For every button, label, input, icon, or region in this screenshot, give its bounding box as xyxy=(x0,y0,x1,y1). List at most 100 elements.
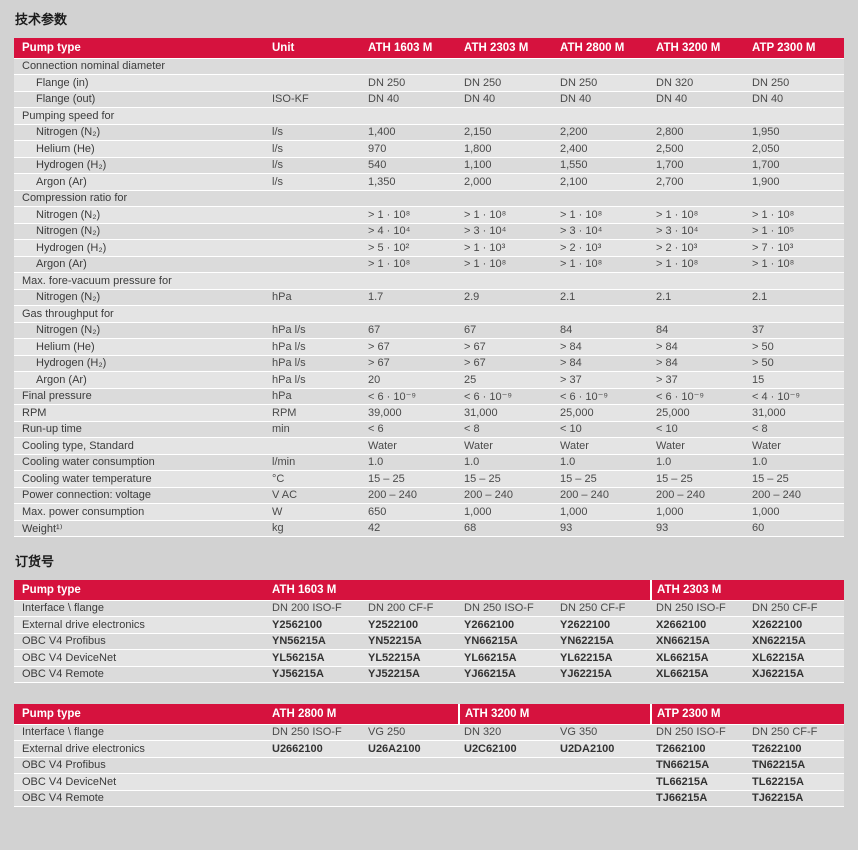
spec-value: DN 250 xyxy=(747,74,844,92)
spec-value: 37 xyxy=(747,322,844,339)
spec-value: 540 xyxy=(363,157,459,174)
spec-value: < 4 · 10⁻⁹ xyxy=(747,388,844,405)
spec-unit: l/s xyxy=(267,124,363,141)
spec-value: 1.7 xyxy=(363,289,459,306)
spec-value: < 6 xyxy=(363,421,459,438)
spec-value: > 1 · 10⁸ xyxy=(651,256,747,273)
spec-label: Helium (He) xyxy=(14,338,267,356)
spec-value: > 1 · 10⁸ xyxy=(459,206,555,224)
spec-value: < 8 xyxy=(747,421,844,438)
spec-value: 1,800 xyxy=(459,140,555,158)
order-col-header-pump-model: ATH 3200 M xyxy=(458,704,651,725)
spec-row: Flange (in) DN 250 DN 250 DN 250 DN 320 DN 25… xyxy=(14,74,844,92)
order-row-label: External drive electronics xyxy=(14,740,267,758)
spec-value: > 3 · 10⁴ xyxy=(651,223,747,240)
order-value xyxy=(555,757,651,774)
order-value: DN 250 ISO-F xyxy=(651,600,748,617)
spec-value: 1.0 xyxy=(459,454,555,471)
order-value: Y2562100 xyxy=(267,616,363,634)
spec-label: RPM xyxy=(14,404,267,422)
spec-value: 200 – 240 xyxy=(747,487,844,504)
spec-row: Cooling water temperature °C 15 – 25 15 – 2… xyxy=(14,470,844,488)
order-row-label: OBC V4 DeviceNet xyxy=(14,649,267,667)
spec-value: > 67 xyxy=(363,355,459,372)
order-value: TL62215A xyxy=(747,773,844,791)
spec-value: 1,350 xyxy=(363,173,459,191)
spec-group-label: Compression ratio for xyxy=(14,190,844,207)
order-value: DN 250 ISO-F xyxy=(651,724,747,741)
order-value: XL66215A xyxy=(651,666,748,683)
order-value: U26A2100 xyxy=(363,740,459,758)
spec-row: Weight¹⁾ kg 42 68 93 93 60 xyxy=(14,520,844,537)
spec-value: 200 – 240 xyxy=(651,487,747,504)
spec-value: > 67 xyxy=(363,338,459,356)
spec-value: 15 – 25 xyxy=(651,470,747,488)
order-value: T2662100 xyxy=(651,740,747,758)
spec-value: 84 xyxy=(651,322,747,339)
order-col-header-pump-model: ATH 1603 M xyxy=(267,580,652,601)
spec-value: > 84 xyxy=(651,338,747,356)
spec-label: Cooling type, Standard xyxy=(14,437,267,455)
order-row: OBC V4 Profibus YN56215A YN52215A YN66215A Y… xyxy=(14,633,845,650)
order-table-header-row: Pump type ATH 2800 M ATH 3200 M ATP 2300 M xyxy=(14,704,844,725)
spec-value: 1,950 xyxy=(747,124,844,141)
order-value xyxy=(459,773,555,791)
spec-value: DN 250 xyxy=(555,74,651,92)
order-value: YJ56215A xyxy=(267,666,363,683)
spec-value: DN 40 xyxy=(747,91,844,108)
order-value: TJ62215A xyxy=(747,790,844,807)
spec-value: > 1 · 10⁸ xyxy=(459,256,555,273)
order-value xyxy=(363,757,459,774)
order-value xyxy=(459,790,555,807)
order-value xyxy=(267,757,363,774)
spec-value: > 5 · 10² xyxy=(363,239,459,257)
spec-value: DN 40 xyxy=(651,91,747,108)
spec-row: Nitrogen (N₂) hPa l/s 67 67 84 84 37 xyxy=(14,322,844,339)
section-title-technical-parameters: 技术参数 xyxy=(15,12,68,27)
spec-value: > 7 · 10³ xyxy=(747,239,844,257)
spec-value: 93 xyxy=(651,520,747,537)
spec-value: < 6 · 10⁻⁹ xyxy=(651,388,747,405)
spec-value: > 50 xyxy=(747,355,844,372)
spec-value: Water xyxy=(363,437,459,455)
spec-value: > 1 · 10⁸ xyxy=(747,256,844,273)
order-value: DN 250 CF-F xyxy=(747,600,845,617)
spec-value: Water xyxy=(651,437,747,455)
spec-value: < 8 xyxy=(459,421,555,438)
technical-parameters-table: Pump type Unit ATH 1603 M ATH 2303 M ATH… xyxy=(14,38,844,537)
spec-value: 2,100 xyxy=(555,173,651,191)
tech-col-header-ath-3200-m: ATH 3200 M xyxy=(651,38,747,59)
spec-value: 650 xyxy=(363,503,459,521)
spec-value: 2,150 xyxy=(459,124,555,141)
spec-unit: hPa l/s xyxy=(267,355,363,372)
order-row-label: OBC V4 Profibus xyxy=(14,633,267,650)
spec-value: 1,100 xyxy=(459,157,555,174)
order-value: XN66215A xyxy=(651,633,748,650)
order-numbers-table-2: Pump type ATH 2800 M ATH 3200 M ATP 2300 M … xyxy=(14,704,844,807)
order-value: YJ66215A xyxy=(459,666,555,683)
order-value: DN 320 xyxy=(459,724,555,741)
spec-value: 2,800 xyxy=(651,124,747,141)
spec-label: Nitrogen (N₂) xyxy=(14,322,267,339)
order-row: OBC V4 Remote TJ66215A TJ62215A xyxy=(14,790,844,807)
spec-value: 970 xyxy=(363,140,459,158)
spec-unit xyxy=(267,206,363,224)
spec-value: > 1 · 10⁸ xyxy=(651,206,747,224)
spec-label: Run-up time xyxy=(14,421,267,438)
spec-value: > 37 xyxy=(555,371,651,389)
spec-value: 2.9 xyxy=(459,289,555,306)
order-value: DN 250 CF-F xyxy=(555,600,652,617)
spec-label: Flange (out) xyxy=(14,91,267,108)
spec-row: Helium (He) l/s 970 1,800 2,400 2,500 2,050 xyxy=(14,140,844,158)
spec-value: 2.1 xyxy=(555,289,651,306)
spec-label: Final pressure xyxy=(14,388,267,405)
spec-value: 1,000 xyxy=(459,503,555,521)
spec-label: Argon (Ar) xyxy=(14,371,267,389)
spec-value: > 84 xyxy=(651,355,747,372)
spec-row: Nitrogen (N₂) > 4 · 10⁴ > 3 · 10⁴ > 3 · 10⁴… xyxy=(14,223,844,240)
order-row: Interface \ flange DN 200 ISO-F DN 200 CF-… xyxy=(14,600,845,617)
spec-value: DN 40 xyxy=(555,91,651,108)
order-row: External drive electronics U2662100 U26A21… xyxy=(14,740,844,758)
spec-value: 2,000 xyxy=(459,173,555,191)
order-value: XN62215A xyxy=(747,633,845,650)
